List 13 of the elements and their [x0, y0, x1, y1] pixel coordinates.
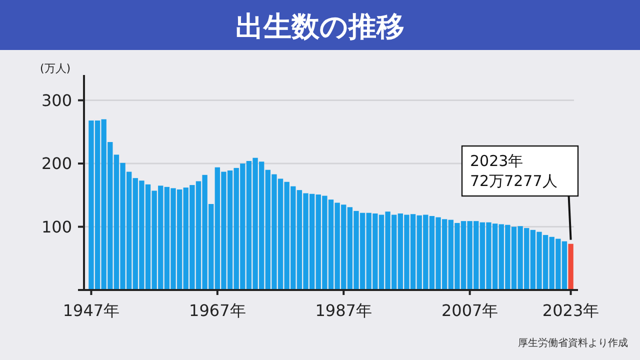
y-axis-title: (万人)	[40, 62, 71, 75]
y-tick-label: 100	[41, 217, 72, 236]
x-tick-label: 1947年	[62, 301, 120, 320]
chart-title: 出生数の推移	[236, 10, 404, 43]
x-tick-label: 2007年	[441, 301, 498, 320]
x-tick-label: 1967年	[189, 301, 246, 320]
bar	[568, 244, 574, 290]
annotation: 2023年 72万7277人	[470, 152, 558, 190]
x-tick-label: 2023年	[542, 301, 600, 320]
text: 厚生労働省資料より作成	[518, 337, 628, 349]
x-tick-label: 1987年	[315, 301, 372, 320]
y-tick-label: 300	[41, 90, 72, 110]
y-tick-label: 200	[41, 154, 72, 174]
